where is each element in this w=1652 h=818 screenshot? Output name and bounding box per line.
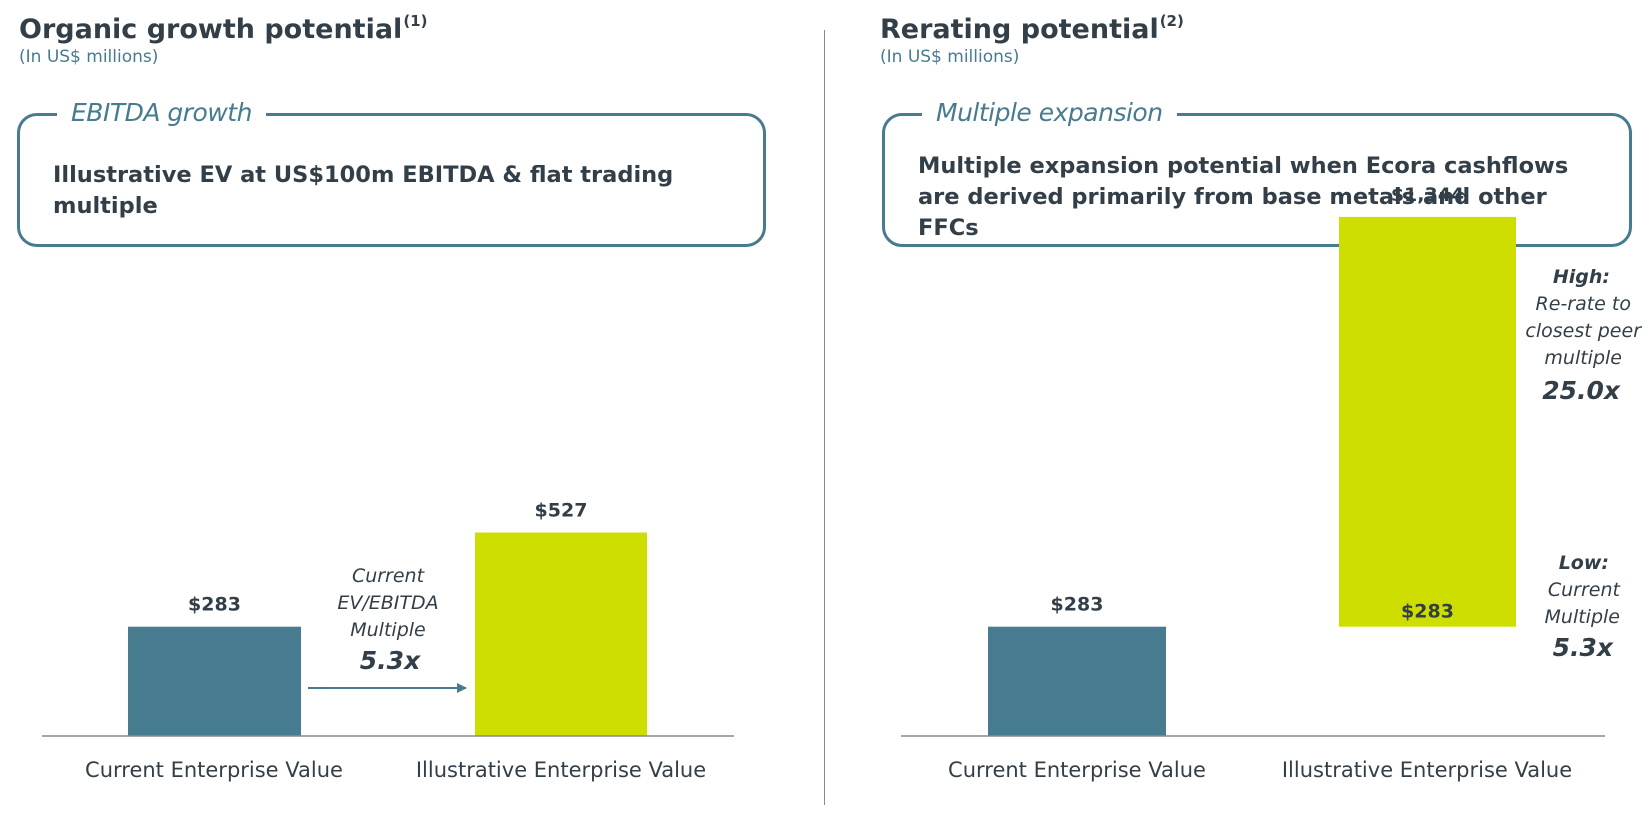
panel-divider — [824, 30, 825, 805]
rerating-bar-1 — [988, 626, 1166, 736]
ebitda-growth-label: EBITDA growth — [57, 98, 266, 127]
multiple-expansion-label: Multiple expansion — [922, 98, 1177, 127]
right-title-note: (2) — [1159, 12, 1184, 30]
rerating-low-value-label: $283 — [1401, 601, 1454, 623]
multiple-expansion-text: Multiple expansion potential when Ecora … — [918, 153, 1569, 241]
ebitda-growth-text: Illustrative EV at US$100m EBITDA & flat… — [53, 162, 674, 219]
rerating-panel: Rerating potential(2) (In US$ millions) … — [826, 0, 1652, 818]
organic-growth-chart: $283 Current Enterprise Value $527 Illustra… — [42, 500, 734, 782]
low-line-2: Multiple — [1545, 606, 1620, 628]
organic-growth-panel: Organic growth potential(1) (In US$ mill… — [17, 12, 766, 247]
annotation-line-2: EV/EBITDA — [337, 592, 438, 614]
high-multiple: 25.0x — [1542, 376, 1621, 405]
left-title: Organic growth potential(1) — [19, 12, 427, 45]
left-title-note: (1) — [403, 12, 428, 30]
rerating-chart: $283 Current Enterprise Value $1,344 Illust… — [901, 184, 1605, 782]
annotation-multiple: 5.3x — [360, 646, 421, 675]
ebitda-growth-box: EBITDA growth Illustrative EV at US$100m… — [17, 98, 766, 247]
organic-category-label-1: Current Enterprise Value — [85, 758, 343, 782]
multiple-expansion-box: Multiple expansion Multiple expansion po… — [882, 98, 1632, 247]
organic-bar-1 — [128, 626, 301, 736]
high-line-1: Re-rate to — [1536, 293, 1631, 315]
left-subtitle: (In US$ millions) — [19, 47, 159, 67]
low-label: Low: — [1559, 552, 1609, 574]
right-title-text: Rerating potential — [880, 14, 1159, 45]
right-subtitle: (In US$ millions) — [880, 47, 1020, 67]
high-label: High: — [1553, 266, 1610, 288]
left-title-text: Organic growth potential — [19, 14, 403, 45]
rerating-bar-2 — [1339, 216, 1516, 627]
annotation-line-1: Current — [352, 565, 426, 587]
low-annotation: Low: Current Multiple 5.3x — [1545, 552, 1622, 662]
high-line-2: closest peer — [1525, 320, 1642, 342]
rerating-category-label-2: Illustrative Enterprise Value — [1282, 758, 1572, 782]
organic-bar-2 — [475, 532, 647, 736]
rerating-value-label-2: $1,344 — [1391, 184, 1464, 206]
organic-value-label-2: $527 — [535, 500, 588, 522]
high-annotation: High: Re-rate to closest peer multiple 2… — [1525, 266, 1642, 405]
low-multiple: 5.3x — [1553, 633, 1614, 662]
current-multiple-annotation: Current EV/EBITDA Multiple 5.3x — [308, 565, 467, 693]
rerating-category-label-1: Current Enterprise Value — [948, 758, 1206, 782]
rerating-value-label-1: $283 — [1051, 594, 1104, 616]
high-line-3: multiple — [1544, 347, 1622, 369]
annotation-line-3: Multiple — [350, 619, 425, 641]
low-line-1: Current — [1548, 579, 1622, 601]
organic-category-label-2: Illustrative Enterprise Value — [416, 758, 706, 782]
right-title: Rerating potential(2) — [880, 12, 1184, 45]
organic-value-label-1: $283 — [188, 594, 241, 616]
